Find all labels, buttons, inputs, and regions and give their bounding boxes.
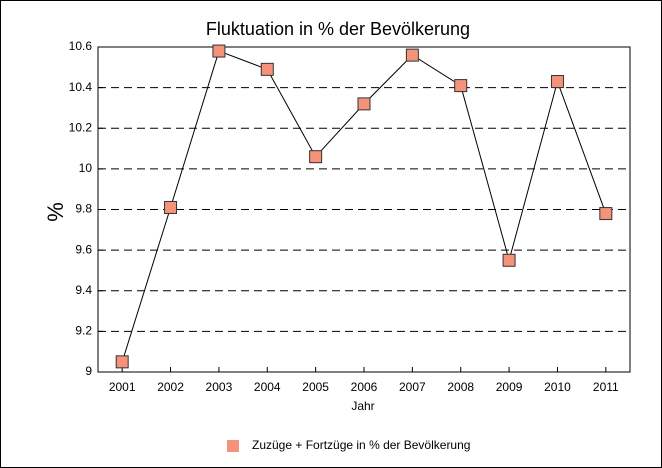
x-tick-label: 2010	[544, 380, 571, 394]
marker	[115, 355, 129, 369]
y-tick-label: 10.6	[69, 39, 93, 53]
legend-label: Zuzüge + Fortzüge in % der Bevölkerung	[252, 438, 470, 452]
marker	[212, 44, 226, 58]
x-tick-label: 2006	[351, 380, 378, 394]
y-tick-label: 9.2	[75, 324, 92, 338]
marker	[357, 97, 371, 111]
x-tick-label: 2002	[157, 380, 184, 394]
marker	[550, 75, 564, 89]
x-tick-label: 2003	[206, 380, 233, 394]
y-tick-label: 10.4	[69, 80, 93, 94]
y-tick-label: 9.8	[75, 202, 92, 216]
x-tick-label: 2007	[399, 380, 426, 394]
marker	[502, 253, 516, 267]
x-tick-label: 2011	[593, 380, 619, 394]
marker	[260, 62, 274, 76]
x-tick-label: 2008	[447, 380, 474, 394]
y-tick-label: 10.2	[69, 120, 93, 134]
chart-title: Fluktuation in % der Bevölkerung	[206, 19, 470, 39]
y-tick-label: 9	[85, 364, 92, 378]
legend-swatch	[227, 440, 239, 452]
x-tick-label: 2001	[109, 380, 136, 394]
x-tick-label: 2009	[496, 380, 523, 394]
marker	[405, 48, 419, 62]
marker	[164, 200, 178, 214]
x-axis-label: Jahr	[351, 399, 374, 413]
marker	[599, 207, 613, 221]
y-tick-label: 9.4	[75, 283, 92, 297]
y-tick-label: 9.6	[75, 242, 92, 256]
marker	[309, 150, 323, 164]
x-tick-label: 2004	[254, 380, 281, 394]
marker	[454, 79, 468, 93]
x-tick-label: 2005	[302, 380, 329, 394]
y-tick-label: 10	[79, 161, 93, 175]
y-axis-label: %	[43, 202, 68, 222]
